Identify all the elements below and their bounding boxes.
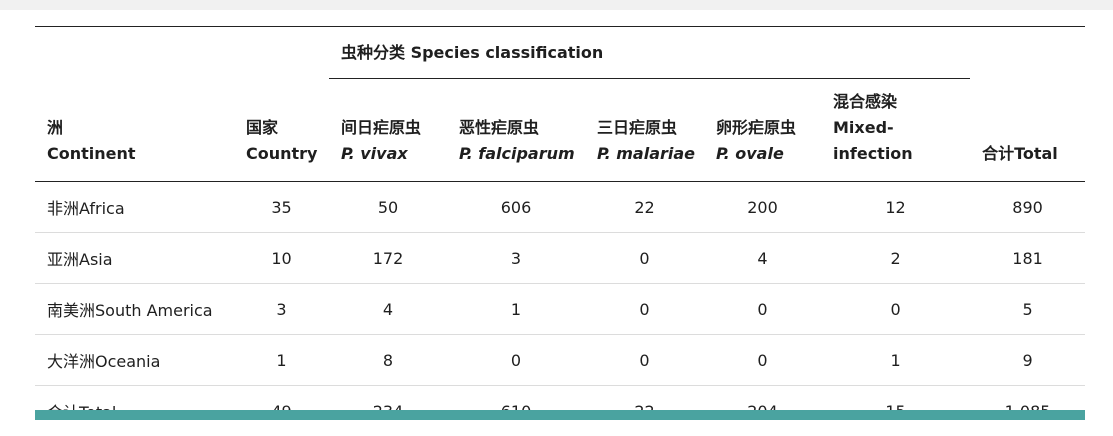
header-species-malariae-zh: 三日疟原虫	[597, 115, 704, 141]
cell-mixed: 1	[821, 335, 970, 386]
header-species-ovale-zh: 卵形疟原虫	[716, 115, 821, 141]
header-continent-en: Continent	[47, 141, 234, 167]
cell-continent: 南美洲South America	[35, 284, 234, 335]
cell-ovale: 200	[704, 182, 821, 233]
header-species-malariae: 三日疟原虫 P. malariae	[585, 79, 704, 182]
cell-mixed: 2	[821, 233, 970, 284]
header-species-mixed: 混合感染 Mixed-infection	[821, 79, 970, 182]
cell-continent: 亚洲Asia	[35, 233, 234, 284]
header-species-falciparum-zh: 恶性疟原虫	[459, 115, 585, 141]
cell-vivax: 50	[329, 182, 447, 233]
cell-ovale: 0	[704, 284, 821, 335]
header-species-falciparum: 恶性疟原虫 P. falciparum	[447, 79, 585, 182]
table-row: 南美洲South America 3 4 1 0 0 0 5	[35, 284, 1085, 335]
cell-falciparum: 606	[447, 182, 585, 233]
cell-mixed: 0	[821, 284, 970, 335]
header-species-vivax: 间日疟原虫 P. vivax	[329, 79, 447, 182]
cell-falciparum: 0	[447, 335, 585, 386]
cell-total: 181	[970, 233, 1085, 284]
cell-vivax: 4	[329, 284, 447, 335]
cell-total: 890	[970, 182, 1085, 233]
cell-malariae: 22	[585, 182, 704, 233]
header-species-vivax-zh: 间日疟原虫	[341, 115, 447, 141]
header-species-mixed-en: Mixed-infection	[833, 115, 970, 167]
top-strip	[0, 0, 1113, 10]
cell-continent: 大洋洲Oceania	[35, 335, 234, 386]
cell-falciparum: 1	[447, 284, 585, 335]
cell-vivax: 172	[329, 233, 447, 284]
header-country-en: Country	[246, 141, 329, 167]
cell-malariae: 0	[585, 284, 704, 335]
species-table: 洲 Continent 国家 Country 虫种分类 Species clas…	[35, 26, 1085, 436]
table-row: 非洲Africa 35 50 606 22 200 12 890	[35, 182, 1085, 233]
table-row: 亚洲Asia 10 172 3 0 4 2 181	[35, 233, 1085, 284]
cell-falciparum: 3	[447, 233, 585, 284]
cell-malariae: 0	[585, 335, 704, 386]
header-species-ovale: 卵形疟原虫 P. ovale	[704, 79, 821, 182]
cell-vivax: 8	[329, 335, 447, 386]
cell-malariae: 0	[585, 233, 704, 284]
header-country: 国家 Country	[234, 27, 329, 182]
header-species-vivax-latin: P. vivax	[341, 141, 447, 167]
header-species-mixed-zh: 混合感染	[833, 89, 970, 115]
cell-country: 35	[234, 182, 329, 233]
header-species-group: 虫种分类 Species classification	[329, 27, 970, 80]
cell-total: 5	[970, 284, 1085, 335]
header-species-ovale-latin: P. ovale	[716, 141, 821, 167]
header-total: 合计Total	[970, 27, 1085, 182]
cell-ovale: 0	[704, 335, 821, 386]
cell-total: 9	[970, 335, 1085, 386]
header-species-group-label: 虫种分类 Species classification	[329, 27, 970, 79]
species-table-container: 洲 Continent 国家 Country 虫种分类 Species clas…	[35, 26, 1085, 436]
cell-country: 10	[234, 233, 329, 284]
header-continent: 洲 Continent	[35, 27, 234, 182]
cell-mixed: 12	[821, 182, 970, 233]
header-country-zh: 国家	[246, 115, 329, 141]
bottom-accent-bar	[35, 410, 1085, 420]
table-row: 大洋洲Oceania 1 8 0 0 0 1 9	[35, 335, 1085, 386]
header-species-malariae-latin: P. malariae	[597, 141, 704, 167]
cell-ovale: 4	[704, 233, 821, 284]
header-species-falciparum-latin: P. falciparum	[459, 141, 585, 167]
cell-country: 3	[234, 284, 329, 335]
cell-country: 1	[234, 335, 329, 386]
header-continent-zh: 洲	[47, 115, 234, 141]
cell-continent: 非洲Africa	[35, 182, 234, 233]
